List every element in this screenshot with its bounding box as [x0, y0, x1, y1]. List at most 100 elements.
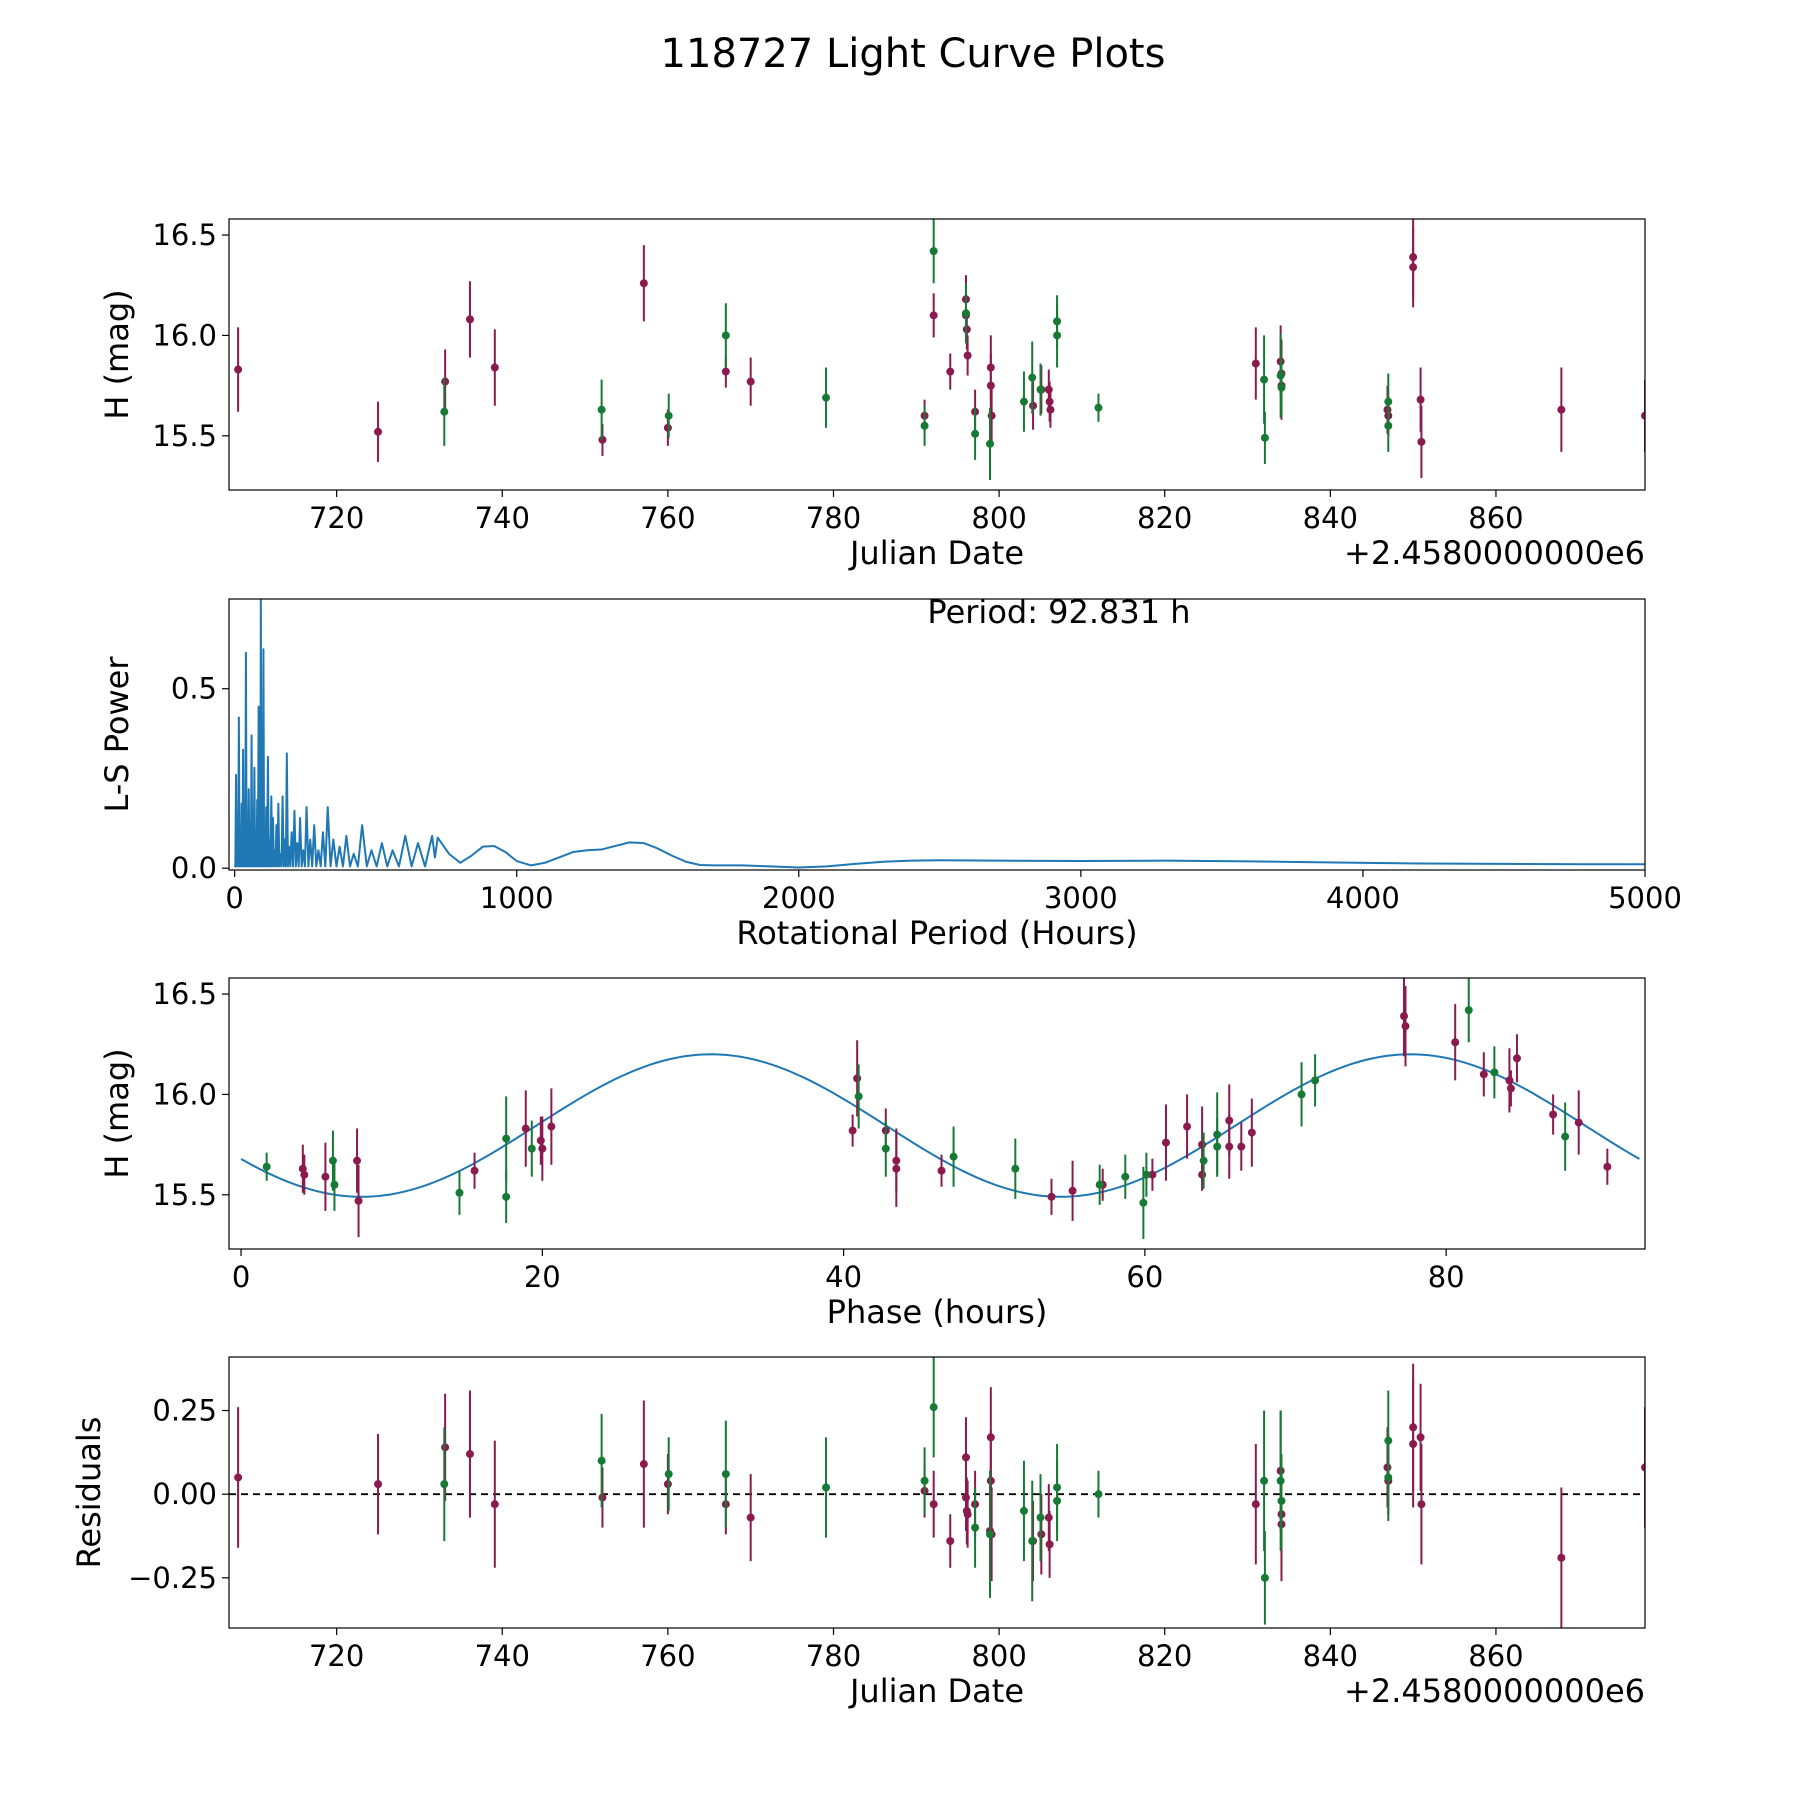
residuals-point: [946, 1537, 955, 1546]
phased-xtick-label: 80: [1428, 1260, 1465, 1294]
residuals-data: [229, 1357, 1645, 1628]
phased-xtick-label: 20: [524, 1260, 561, 1294]
phased-point: [1161, 1138, 1170, 1147]
phased-xtick-label: 0: [232, 1260, 250, 1294]
lightcurve-point: [1641, 411, 1645, 420]
lightcurve-point: [1416, 395, 1425, 404]
phased-point: [1561, 1132, 1570, 1141]
residuals-xtick-label: 780: [806, 1639, 861, 1673]
lightcurve-point: [920, 421, 929, 430]
phased-point: [937, 1166, 946, 1175]
periodogram-xtick-label: 3000: [1044, 881, 1118, 915]
residuals-point: [1094, 1490, 1103, 1499]
phased-xtick-label: 60: [1126, 1260, 1163, 1294]
phased-point: [470, 1166, 479, 1175]
lightcurve-point: [1260, 433, 1269, 442]
phased-point: [881, 1144, 890, 1153]
lightcurve-point: [1384, 421, 1393, 430]
residuals-point: [490, 1500, 499, 1509]
residuals-x-offset: +2.4580000000e6: [1344, 1672, 1645, 1710]
lightcurve-xtick-label: 760: [640, 501, 695, 535]
lightcurve-point: [961, 309, 970, 318]
periodogram-data: [233, 599, 1645, 869]
lightcurve-panel: 720 740 760 780 800 820 840 860 15.5 16.0 16.5 Jul…: [98, 218, 1646, 572]
phased-point: [1549, 1110, 1558, 1119]
lightcurve-xtick-label: 740: [475, 501, 530, 535]
residuals-point: [985, 1530, 994, 1539]
lightcurve-ytick-label: 16.5: [152, 218, 217, 252]
lightcurve-xtick-label: 720: [309, 501, 364, 535]
phased-point: [1401, 1022, 1410, 1031]
phased-point: [949, 1152, 958, 1161]
phased-panel: 0 20 40 60 80 15.5 16.0 16.5 Phase (hours) H (m…: [98, 977, 1646, 1331]
residuals-point: [1277, 1496, 1286, 1505]
residuals-ytick-label: 0.00: [152, 1477, 217, 1511]
residuals-point: [1384, 1473, 1393, 1482]
phased-point: [1198, 1140, 1207, 1149]
phased-point: [300, 1170, 309, 1179]
phased-point: [1603, 1162, 1612, 1171]
phased-point: [1399, 1012, 1408, 1021]
lightcurve-point: [1046, 405, 1055, 414]
residuals-point: [664, 1470, 673, 1479]
residuals-frame: [228, 1356, 1646, 1629]
lightcurve-point: [465, 315, 474, 324]
lightcurve-point: [963, 351, 972, 360]
phased-point: [848, 1126, 857, 1135]
phased-point: [262, 1162, 271, 1171]
residuals-point: [1036, 1513, 1045, 1522]
residuals-point: [234, 1473, 243, 1482]
residuals-point: [1028, 1537, 1037, 1546]
residuals-xtick-label: 760: [640, 1639, 695, 1673]
residuals-ticks: 720 740 760 780 800 820 840 860 −0.25 0.00 0.25: [128, 1394, 1524, 1673]
periodogram-line: [233, 599, 1645, 869]
lightcurve-point: [1036, 385, 1045, 394]
residuals-point: [465, 1450, 474, 1459]
lightcurve-point: [1277, 383, 1286, 392]
phased-point: [321, 1172, 330, 1181]
lightcurve-xtick-label: 800: [971, 501, 1026, 535]
phased-point: [1311, 1076, 1320, 1085]
residuals-point: [929, 1403, 938, 1412]
residuals-xtick-label: 820: [1137, 1639, 1192, 1673]
phased-point: [1183, 1122, 1192, 1131]
phased-point: [1199, 1156, 1208, 1165]
phased-point: [1148, 1170, 1157, 1179]
phased-point: [547, 1122, 556, 1131]
phased-point: [854, 1092, 863, 1101]
lightcurve-point: [987, 411, 996, 420]
phased-y-label: H (mag): [98, 1048, 136, 1178]
periodogram-xtick-label: 0: [225, 881, 243, 915]
period-annotation: Period: 92.831 h: [927, 593, 1190, 631]
residuals-point: [1019, 1506, 1028, 1515]
phased-point: [1225, 1142, 1234, 1151]
lightcurve-ytick-label: 16.0: [152, 318, 217, 352]
phased-ytick-label: 16.5: [152, 977, 217, 1011]
phased-point: [1139, 1198, 1148, 1207]
lightcurve-point: [1417, 437, 1426, 446]
lightcurve-point: [664, 411, 673, 420]
phased-data: [240, 978, 1640, 1239]
residuals-point: [1416, 1433, 1425, 1442]
residuals-point: [1260, 1573, 1269, 1582]
phased-point: [527, 1144, 536, 1153]
lightcurve-point: [971, 429, 980, 438]
residuals-point: [1557, 1553, 1566, 1562]
phased-ytick-label: 15.5: [152, 1178, 217, 1212]
lightcurve-ytick-label: 15.5: [152, 419, 217, 453]
lightcurve-point: [929, 247, 938, 256]
lightcurve-point: [1409, 263, 1418, 272]
lightcurve-point: [746, 377, 755, 386]
lightcurve-xtick-label: 840: [1303, 501, 1358, 535]
lightcurve-frame: [228, 218, 1646, 491]
phased-point: [1479, 1070, 1488, 1079]
lightcurve-point: [985, 439, 994, 448]
residuals-x-label: Julian Date: [848, 1672, 1024, 1710]
residuals-xtick-label: 720: [309, 1639, 364, 1673]
phased-point: [354, 1196, 363, 1205]
lightcurve-point: [234, 365, 243, 374]
lightcurve-point: [374, 427, 383, 436]
phased-ytick-label: 16.0: [152, 1077, 217, 1111]
lightcurve-xtick-label: 860: [1468, 501, 1523, 535]
lightcurve-x-offset: +2.4580000000e6: [1344, 534, 1645, 572]
